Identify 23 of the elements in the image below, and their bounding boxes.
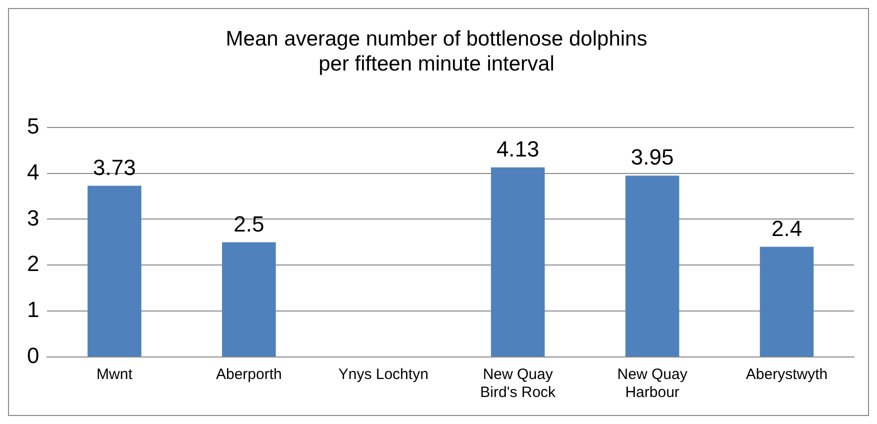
y-tick-label: 4 (26, 159, 40, 184)
x-tick-label: New Quay Bird's Rock (480, 366, 556, 402)
x-tick-label: Mwnt (96, 366, 134, 384)
bar (222, 242, 276, 356)
data-label: 3.73 (93, 154, 136, 180)
data-label: 4.13 (496, 136, 540, 162)
bar (490, 167, 545, 356)
data-label: 2.4 (771, 216, 802, 241)
y-tick-label: 5 (26, 113, 40, 138)
y-tick-label: 3 (26, 205, 40, 230)
x-tick-label: New Quay Harbour (617, 366, 688, 402)
chart-title: Mean average number of bottlenose dolphins per fifteen minute interval (226, 27, 648, 76)
bar (625, 176, 680, 356)
x-tick-label: Aberystwyth (746, 366, 828, 384)
data-label: 2.5 (234, 211, 264, 236)
data-label: 3.95 (630, 144, 674, 170)
y-tick-label: 2 (26, 251, 40, 276)
x-tick-label: Ynys Lochtyn (338, 366, 428, 384)
x-tick-label: Aberporth (216, 366, 282, 384)
bar (88, 186, 142, 356)
y-tick-label: 1 (26, 297, 40, 322)
bar (760, 246, 814, 356)
y-tick-label: 0 (26, 343, 40, 368)
